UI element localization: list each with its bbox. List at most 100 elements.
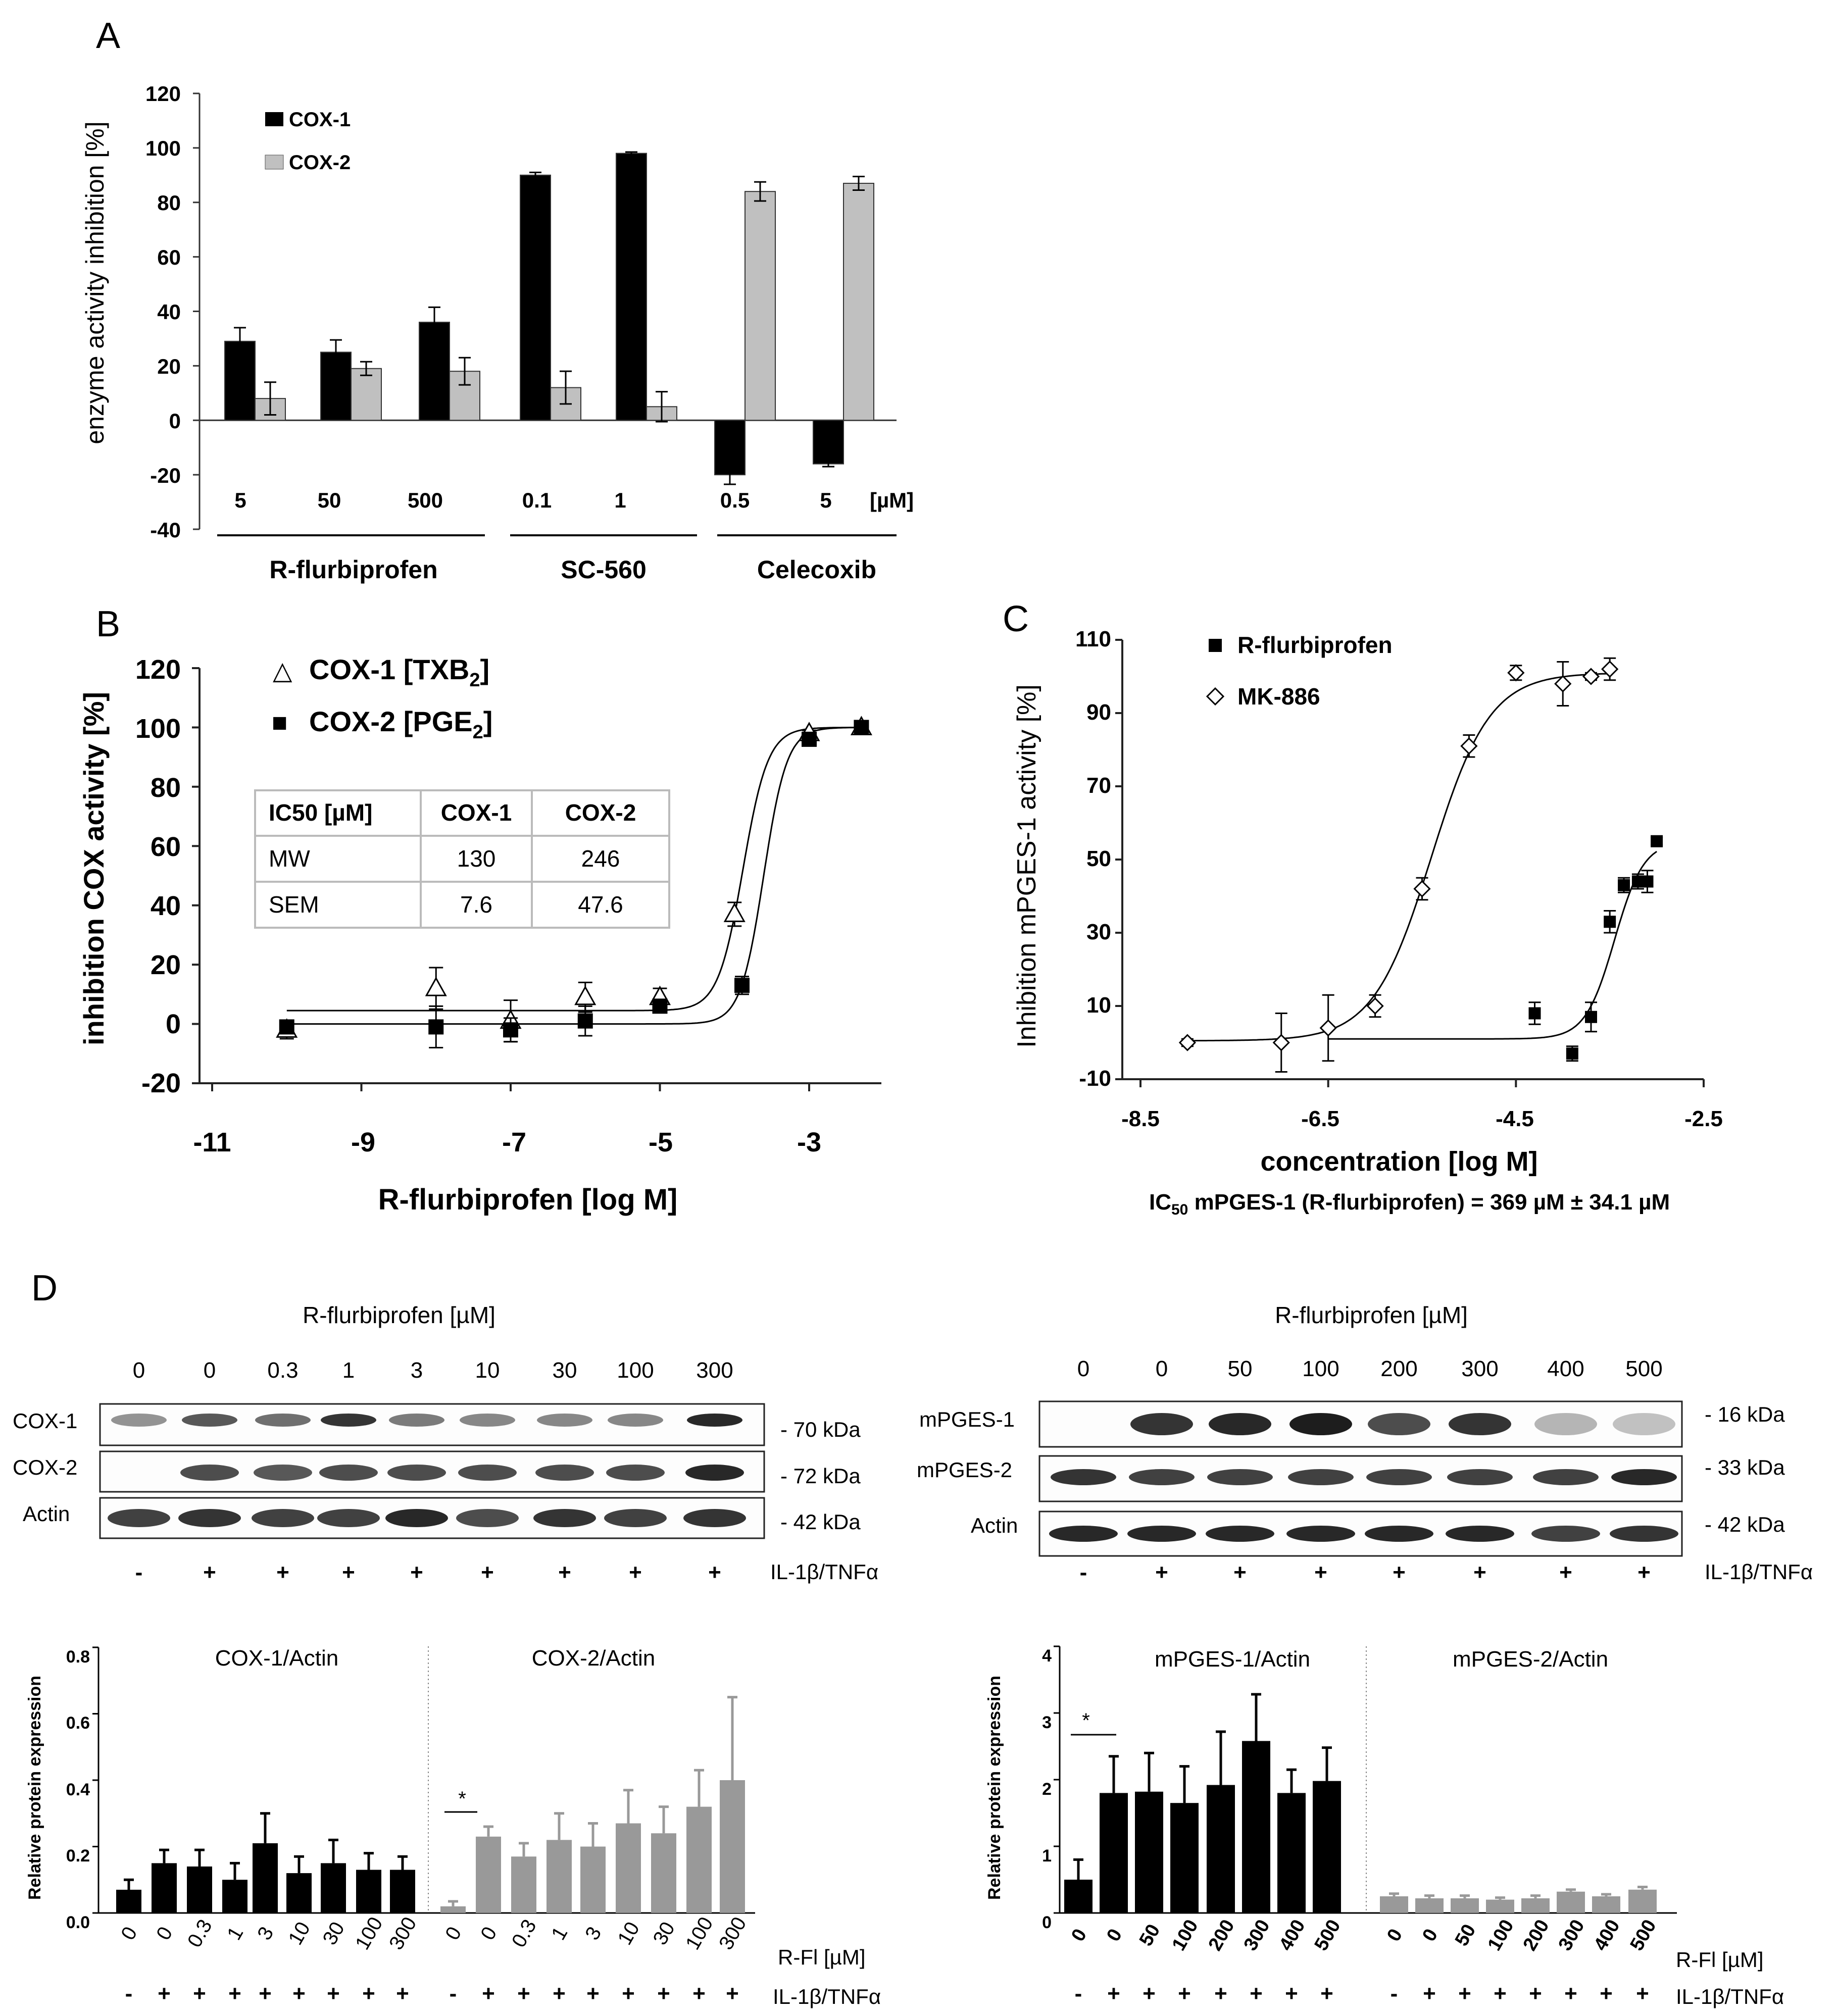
chart-bars [116, 1697, 745, 1913]
y-tick: 10 [1086, 993, 1111, 1018]
treatment-sign: + [276, 1560, 289, 1585]
treatment-sign: + [1233, 1560, 1247, 1585]
lane-label: 50 [1228, 1356, 1253, 1381]
treatment-sign: + [396, 1981, 409, 2006]
y-tick: 100 [135, 714, 181, 744]
point-rflurbiprofen-square [1642, 876, 1654, 888]
point-rflurbiprofen-square [1566, 1047, 1578, 1060]
treatment-sign: + [292, 1981, 306, 2006]
blot-band [606, 1465, 665, 1481]
point-mk886-diamond [1180, 1035, 1195, 1050]
x-label: 100 [351, 1913, 387, 1954]
point-rflurbiprofen-square [1585, 1011, 1597, 1023]
point-mk886-diamond [1321, 1021, 1336, 1036]
lane-label: 0.3 [267, 1358, 298, 1383]
lane-label: 400 [1547, 1356, 1584, 1381]
blot-band [608, 1414, 663, 1427]
point-rflurbiprofen-square [1604, 916, 1616, 928]
right-western-blot: R-flurbiprofen [µM] 0 0 50 100 200 300 400 500 … [917, 1302, 1813, 1585]
panel-c-yticks: 110 90 70 50 30 10 -10 [1075, 627, 1111, 1091]
treatment-sign: + [342, 1560, 355, 1585]
kda-label: - 42 kDa [780, 1510, 861, 1534]
bar-mpges2-actin [1521, 1898, 1550, 1913]
table-cell: SEM [269, 891, 319, 918]
blot-band [1534, 1413, 1597, 1435]
point-cox1-triangle [725, 904, 744, 921]
rfl-label: R-Fl [µM] [778, 1945, 866, 1969]
panel-d: D R-flurbiprofen [µM] 0 0 0.3 1 3 10 30 100 300 … [13, 1268, 1813, 2008]
legend-label-cox2: COX-2 [PGE2] [309, 705, 492, 743]
x-label: 100 [1168, 1916, 1203, 1954]
x-label: 30 [649, 1918, 679, 1949]
legend-label-mk886: MK-886 [1237, 683, 1320, 710]
treatment-sign: + [1393, 1560, 1406, 1585]
treatment-label: IL-1β/TNFα [1676, 1985, 1784, 2008]
legend-marker-diamond [1207, 688, 1223, 704]
blot-band [1531, 1526, 1600, 1542]
lane-label: 500 [1625, 1356, 1662, 1381]
blot-band [385, 1509, 448, 1527]
legend-label-cox1: COX-1 [TXB2] [309, 653, 489, 691]
dose-label: 50 [318, 488, 341, 512]
y-tick: 0.4 [66, 1780, 90, 1799]
y-tick: 110 [1075, 627, 1111, 651]
y-tick: 0 [166, 1009, 181, 1039]
x-label: 0.3 [183, 1916, 217, 1951]
x-label: 1 [223, 1923, 247, 1944]
bar-cox1-actin [116, 1890, 141, 1913]
blot-band [1288, 1469, 1354, 1485]
lane-labels: 0 0 0.3 1 3 10 30 100 300 [133, 1358, 733, 1383]
treatment-sign: + [692, 1981, 706, 2006]
treatment-sign: - [1391, 1981, 1398, 2006]
panel-a-ylabel: enzyme activity inhibition [%] [81, 121, 109, 444]
panel-c-xlabel: concentration [log M] [1261, 1146, 1538, 1177]
blot-row-label: Actin [23, 1502, 70, 1526]
rfl-label: R-Fl [µM] [1676, 1948, 1764, 1972]
lane-labels: 0 0 50 100 200 300 400 500 [1077, 1356, 1663, 1381]
x-label: 50 [1451, 1921, 1480, 1950]
blot-band [1207, 1469, 1273, 1485]
point-rflurbiprofen-square [1529, 1007, 1541, 1020]
table-header: COX-1 [441, 799, 512, 826]
x-label: 500 [1626, 1916, 1661, 1954]
blot-band [180, 1465, 239, 1481]
fit-curve-mk886 [1187, 674, 1610, 1041]
dose-label: 0.5 [720, 488, 750, 512]
bar-mpges1-actin [1277, 1793, 1306, 1913]
blot-band [1533, 1469, 1599, 1485]
blot-row-label: mPGES-1 [919, 1407, 1015, 1431]
x-label: 200 [1205, 1916, 1239, 1954]
bar-mpges1-actin [1135, 1792, 1163, 1913]
treatment-sign: + [327, 1981, 340, 2006]
blot-band [1129, 1469, 1195, 1485]
treatment-label: IL-1β/TNFα [1705, 1560, 1813, 1584]
y-tick: 80 [157, 191, 181, 215]
bar-mpges2-actin [1557, 1892, 1585, 1913]
panel-b: B inhibition COX activity [%] 120 100 80… [78, 604, 881, 1216]
treatment-label: IL-1β/TNFα [773, 1985, 881, 2008]
point-mk886-diamond [1555, 676, 1570, 691]
panel-c-axes [1115, 640, 1704, 1087]
x-label: 300 [1555, 1916, 1589, 1954]
x-tick: -8.5 [1121, 1106, 1160, 1131]
x-label: 0 [1067, 1925, 1091, 1945]
treatment-sign: + [1107, 1981, 1120, 2006]
bar-cox1-actin [222, 1880, 247, 1913]
blot-band [537, 1414, 592, 1427]
x-tick: -3 [797, 1127, 821, 1157]
treatment-sign: + [410, 1560, 423, 1585]
treatment-sign: + [517, 1981, 530, 2006]
left-western-blot: R-flurbiprofen [µM] 0 0 0.3 1 3 10 30 100 300 CO… [13, 1302, 878, 1585]
x-label: 300 [715, 1913, 751, 1954]
x-tick: -4.5 [1496, 1106, 1534, 1131]
chart-title: COX-2/Actin [532, 1646, 656, 1671]
legend-symbol-square: ■ [272, 708, 287, 737]
treatment-sign: + [158, 1981, 171, 2006]
x-tick: -11 [193, 1127, 231, 1157]
blot-band [1286, 1526, 1355, 1542]
x-label: 3 [253, 1923, 278, 1944]
significance-star: * [1082, 1709, 1090, 1732]
bar-cox1-actin [390, 1870, 415, 1913]
y-tick: 60 [157, 245, 181, 269]
chart-bars [1064, 1694, 1657, 1913]
